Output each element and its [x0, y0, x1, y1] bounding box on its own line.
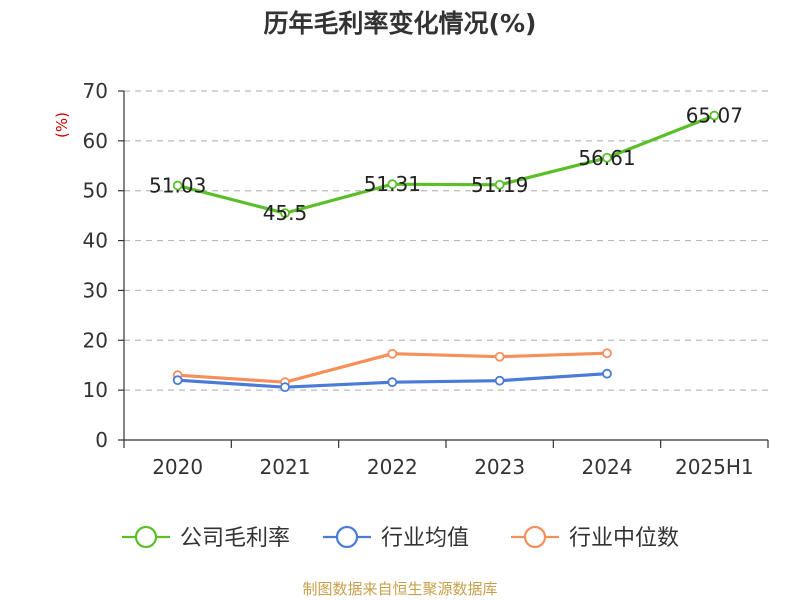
data-point-0	[172, 180, 183, 191]
x-tick-label: 2022	[367, 455, 418, 479]
data-point-2	[387, 348, 398, 359]
legend-label: 行业中位数	[569, 526, 679, 551]
series-lines	[172, 110, 720, 393]
data-point-0	[280, 208, 290, 219]
data-label: 56.61	[578, 146, 635, 170]
legend-marker	[134, 525, 158, 549]
data-point-1	[494, 375, 505, 386]
legend-marker	[335, 525, 359, 549]
data-point-0	[709, 110, 720, 121]
y-tick-label: 50	[83, 179, 108, 203]
data-point-1	[280, 382, 290, 393]
legend: 公司毛利率 行业均值 行业中位数	[122, 525, 679, 551]
y-axis-label: (%)	[53, 112, 71, 138]
data-point-1	[172, 375, 183, 386]
data-labels: 51.03 45.5 51.31 51.19 56.61 65.07	[149, 104, 743, 226]
y-tick-label: 20	[83, 328, 108, 352]
data-point-0	[602, 152, 612, 163]
data-label: 51.19	[471, 173, 528, 197]
source-note: 制图数据来自恒生聚源数据库	[302, 580, 497, 598]
series-line-0	[177, 114, 715, 215]
data-point-1	[602, 368, 612, 379]
y-tick-label: 40	[83, 229, 108, 253]
y-tick-label: 0	[95, 428, 108, 452]
x-tick-label: 2024	[582, 455, 633, 479]
legend-marker	[523, 525, 547, 549]
x-tick-label: 2020	[152, 455, 203, 479]
data-label: 65.07	[686, 104, 743, 128]
chart-title: 历年毛利率变化情况(%)	[264, 9, 537, 38]
y-tick-label: 10	[83, 378, 108, 402]
x-tick-label: 2021	[260, 455, 311, 479]
grid-lines	[124, 90, 768, 391]
legend-label: 行业均值	[381, 526, 469, 551]
legend-label: 公司毛利率	[180, 526, 290, 551]
data-label: 51.31	[364, 172, 421, 196]
x-tick-label: 2025H1	[675, 455, 754, 479]
data-point-0	[494, 179, 505, 190]
data-label: 45.5	[263, 201, 308, 225]
axes: 0 10 20 30 40 50 60 70 2020 2021 2022 2023 2024 2025H…	[83, 79, 769, 479]
data-point-1	[387, 377, 398, 388]
y-tick-label: 30	[83, 278, 108, 302]
data-point-0	[387, 179, 398, 190]
data-label: 51.03	[149, 174, 206, 198]
y-tick-label: 70	[83, 79, 108, 103]
data-point-2	[494, 351, 505, 362]
x-tick-label: 2023	[474, 455, 525, 479]
data-point-2	[602, 348, 612, 359]
y-tick-label: 60	[83, 129, 108, 153]
